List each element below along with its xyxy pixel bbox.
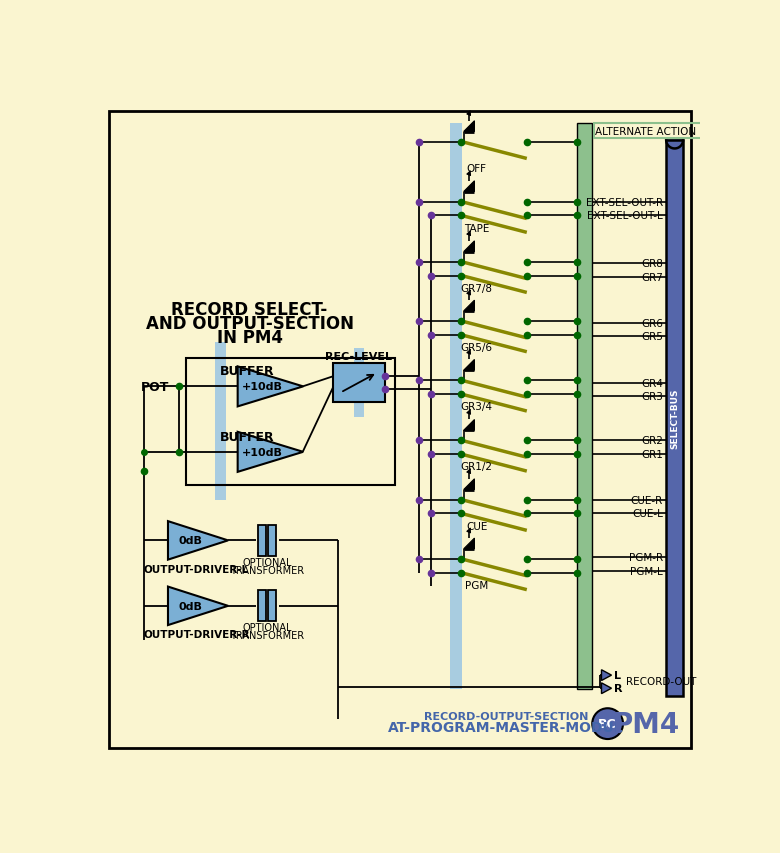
Text: GR6: GR6	[641, 319, 663, 329]
Text: OPTIONAL: OPTIONAL	[243, 623, 292, 633]
Text: GR3: GR3	[641, 392, 663, 401]
Polygon shape	[168, 587, 228, 625]
Text: OUTPUT-DRIVER-L: OUTPUT-DRIVER-L	[144, 564, 249, 574]
Polygon shape	[238, 367, 303, 407]
Polygon shape	[463, 241, 474, 252]
Bar	[333, 364, 385, 403]
Polygon shape	[601, 683, 612, 693]
Text: GR1: GR1	[641, 450, 663, 460]
Polygon shape	[238, 432, 303, 473]
Text: GR3/4: GR3/4	[461, 402, 493, 412]
Polygon shape	[463, 420, 474, 431]
Bar	[353, 349, 364, 418]
Text: AT-PROGRAM-MASTER-MODUL: AT-PROGRAM-MASTER-MODUL	[388, 721, 624, 734]
Text: GR7: GR7	[641, 273, 663, 282]
Text: 0dB: 0dB	[179, 536, 203, 546]
Bar	[258, 525, 266, 556]
Text: EXT-SEL-OUT-R: EXT-SEL-OUT-R	[586, 197, 663, 207]
Text: +10dB: +10dB	[242, 447, 282, 457]
Bar	[450, 124, 462, 689]
Bar	[268, 525, 276, 556]
Text: CUE: CUE	[466, 521, 488, 531]
Polygon shape	[601, 670, 612, 681]
Text: OFF: OFF	[466, 164, 487, 173]
Text: SELECT-BUS: SELECT-BUS	[670, 388, 679, 449]
Text: L: L	[614, 670, 621, 681]
Text: BUFFER: BUFFER	[220, 431, 275, 444]
Text: PM4: PM4	[612, 710, 680, 738]
Text: GR2: GR2	[641, 436, 663, 446]
Polygon shape	[463, 479, 474, 490]
Text: RECORD-OUT: RECORD-OUT	[626, 676, 697, 686]
Text: PGM-R: PGM-R	[629, 553, 663, 563]
Text: PGM-L: PGM-L	[630, 566, 663, 577]
Text: CUE-R: CUE-R	[631, 496, 663, 506]
Text: OPTIONAL: OPTIONAL	[243, 557, 292, 567]
Text: GR4: GR4	[641, 378, 663, 388]
Text: EXT-SEL-OUT-L: EXT-SEL-OUT-L	[587, 212, 663, 221]
Text: TAPE: TAPE	[464, 223, 489, 234]
Text: OUTPUT-DRIVER-R: OUTPUT-DRIVER-R	[144, 630, 250, 640]
Bar	[186, 358, 395, 485]
Polygon shape	[666, 141, 683, 149]
Polygon shape	[168, 521, 228, 560]
Text: GR1/2: GR1/2	[461, 462, 493, 472]
Text: POT: POT	[140, 380, 168, 393]
Text: GR7/8: GR7/8	[461, 283, 493, 293]
Polygon shape	[463, 360, 474, 371]
Text: AND OUTPUT-SECTION: AND OUTPUT-SECTION	[146, 315, 353, 333]
Bar	[594, 124, 703, 139]
Bar	[577, 124, 592, 689]
Bar	[666, 141, 683, 696]
Circle shape	[592, 708, 623, 740]
Bar	[268, 591, 276, 622]
Text: GR8: GR8	[641, 258, 663, 269]
Bar	[258, 591, 266, 622]
Text: TRANSFORMER: TRANSFORMER	[230, 565, 304, 575]
Polygon shape	[463, 301, 474, 311]
Text: TRANSFORMER: TRANSFORMER	[230, 630, 304, 641]
Text: 0dB: 0dB	[179, 601, 203, 611]
Text: +10dB: +10dB	[242, 382, 282, 392]
Text: RECORD-OUTPUT-SECTION: RECORD-OUTPUT-SECTION	[424, 711, 588, 721]
Text: GR5: GR5	[641, 332, 663, 342]
Text: REC-LEVEL: REC-LEVEL	[325, 351, 392, 361]
Polygon shape	[463, 182, 474, 192]
Text: R: R	[614, 683, 622, 693]
Polygon shape	[463, 538, 474, 549]
Text: BC: BC	[598, 717, 617, 730]
Text: BUFFER: BUFFER	[220, 365, 275, 378]
Text: GR5/6: GR5/6	[461, 343, 493, 352]
Text: RECORD SELECT-: RECORD SELECT-	[172, 301, 328, 319]
Polygon shape	[463, 122, 474, 132]
Text: IN PM4: IN PM4	[217, 328, 282, 346]
Text: ALTERNATE ACTION: ALTERNATE ACTION	[595, 126, 697, 136]
Text: CUE-L: CUE-L	[633, 509, 663, 519]
Text: PGM: PGM	[465, 580, 488, 590]
Bar	[215, 343, 225, 501]
